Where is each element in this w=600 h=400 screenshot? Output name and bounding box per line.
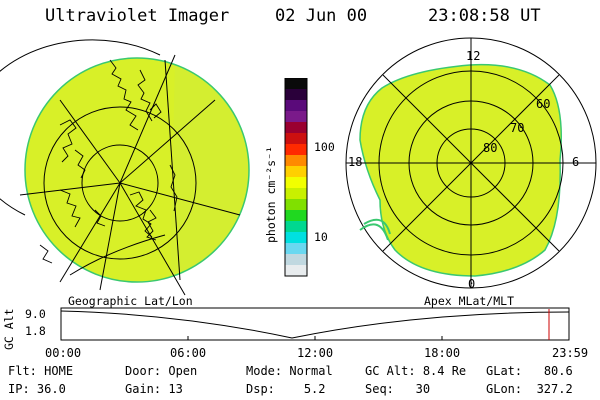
gain-info: Gain: 13 bbox=[125, 382, 183, 396]
colorbar-stripe bbox=[285, 210, 307, 222]
colorbar-stripe bbox=[285, 111, 307, 123]
altitude-tick-low: 1.8 bbox=[25, 324, 46, 338]
instrument-title: Ultraviolet Imager bbox=[45, 6, 230, 26]
gc-altitude-info: GC Alt: 8.4 Re bbox=[365, 364, 467, 378]
colorbar-stripe bbox=[285, 133, 307, 145]
colorbar-stripe bbox=[285, 89, 307, 101]
colorbar-stripe bbox=[285, 232, 307, 244]
mode-info: Mode: Normal bbox=[246, 364, 333, 378]
time-tick-1200: 12:00 bbox=[297, 346, 334, 360]
colorbar-stripe bbox=[285, 221, 307, 233]
door-info: Door: Open bbox=[125, 364, 198, 378]
mlat-label-70: 70 bbox=[510, 121, 524, 135]
colorbar-stripe bbox=[285, 144, 307, 156]
colorbar-stripe bbox=[285, 166, 307, 178]
colorbar-stripe bbox=[285, 265, 307, 277]
observation-time: 23:08:58 UT bbox=[428, 6, 541, 26]
colorbar-stripe bbox=[285, 122, 307, 134]
mlat-label-60: 60 bbox=[536, 97, 550, 111]
colorbar-stripe bbox=[285, 155, 307, 167]
altitude-tick-high: 9.0 bbox=[25, 307, 46, 321]
colorbar-unit-label: photon cm⁻²s⁻¹ bbox=[264, 146, 278, 243]
magnetic-panel-label: Apex MLat/MLT bbox=[424, 294, 515, 308]
mlt-label-0: 0 bbox=[468, 277, 475, 291]
colorbar-tick-10: 10 bbox=[314, 230, 328, 244]
sequence-info: Seq: 30 bbox=[365, 382, 431, 396]
colorbar-tick-100: 100 bbox=[314, 140, 335, 154]
colorbar-stripe bbox=[285, 177, 307, 189]
intensity-colorbar bbox=[284, 78, 308, 277]
time-tick-2359: 23:59 bbox=[552, 346, 589, 360]
colorbar-stripe bbox=[285, 254, 307, 266]
colorbar-stripe bbox=[285, 199, 307, 211]
altitude-orbit-plot bbox=[60, 307, 570, 341]
mlt-label-6: 6 bbox=[572, 155, 579, 169]
observation-date: 02 Jun 00 bbox=[275, 6, 368, 26]
filter-info: Flt: HOME bbox=[8, 364, 74, 378]
time-tick-1800: 18:00 bbox=[424, 346, 461, 360]
dsp-info: Dsp: 5.2 bbox=[246, 382, 326, 396]
geographic-longitude-info: GLon: 327.2 bbox=[486, 382, 573, 396]
mlat-label-80: 80 bbox=[483, 141, 497, 155]
time-tick-0600: 06:00 bbox=[170, 346, 207, 360]
geographic-image bbox=[0, 39, 250, 296]
colorbar-stripe bbox=[285, 243, 307, 255]
geographic-panel-label: Geographic Lat/Lon bbox=[68, 294, 193, 308]
geographic-latitude-info: GLat: 80.6 bbox=[486, 364, 573, 378]
altitude-axis-label: GC Alt bbox=[2, 308, 16, 350]
ip-info: IP: 36.0 bbox=[8, 382, 66, 396]
colorbar-stripe bbox=[285, 100, 307, 112]
colorbar-stripe bbox=[285, 78, 307, 90]
time-tick-0000: 00:00 bbox=[45, 346, 82, 360]
mlt-label-18: 18 bbox=[348, 155, 362, 169]
colorbar-stripe bbox=[285, 188, 307, 200]
magnetic-coordinate-image: 12 18 6 0 60 70 80 bbox=[345, 37, 597, 291]
mlt-label-12: 12 bbox=[466, 49, 480, 63]
